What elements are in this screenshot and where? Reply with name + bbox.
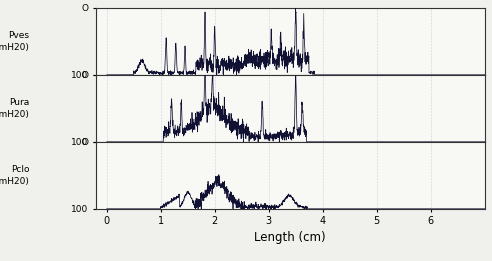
Y-axis label: Pves
(cmH20): Pves (cmH20) [0,31,30,52]
X-axis label: Length (cm): Length (cm) [254,231,326,244]
Y-axis label: Pura
(cmH20): Pura (cmH20) [0,98,30,119]
Y-axis label: Pclo
(cmH20): Pclo (cmH20) [0,165,30,186]
